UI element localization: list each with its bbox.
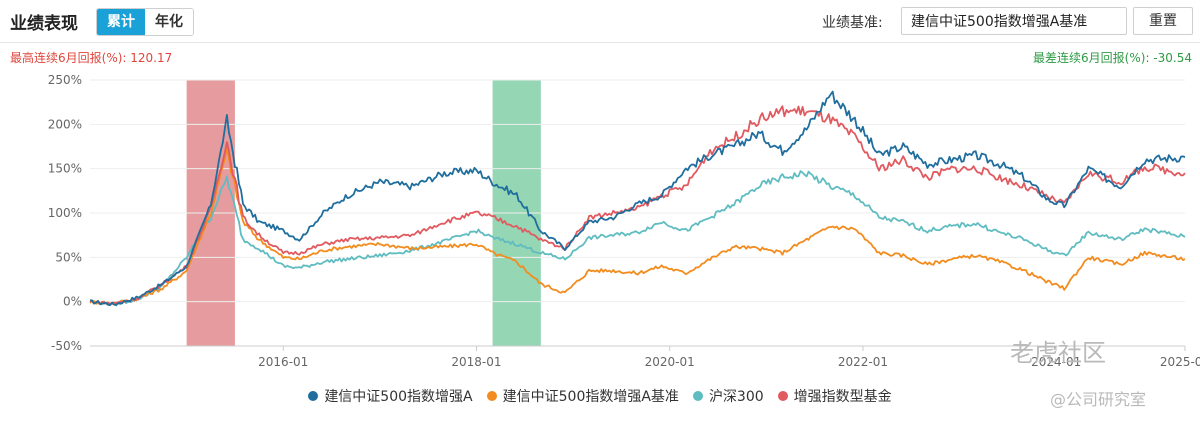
series-line-2 xyxy=(89,170,1186,307)
x-tick-label: 2016-01 xyxy=(258,355,308,369)
legend-label-csi300: 沪深300 xyxy=(708,389,764,405)
reset-button[interactable]: 重置 xyxy=(1133,7,1193,35)
performance-header: 业绩表现 累计 年化 业绩基准: 建信中证500指数增强A基准 重置 xyxy=(0,0,1200,43)
view-tabs: 累计 年化 xyxy=(96,8,194,36)
x-tick-label: 2022-01 xyxy=(838,355,888,369)
best-6m-return: 最高连续6月回报(%): 120.17 xyxy=(10,51,173,65)
legend-dot-csi300 xyxy=(692,391,703,401)
y-tick-label: 150% xyxy=(48,162,82,176)
y-tick-label: -50% xyxy=(51,339,82,353)
legend-label-enhanced: 增强指数型基金 xyxy=(793,389,892,405)
legend-label-fund: 建信中证500指数增强A xyxy=(324,389,473,405)
legend-dot-enhanced xyxy=(777,391,788,401)
x-tick-label: 2024-01 xyxy=(1031,355,1081,369)
benchmark-label: 业绩基准: xyxy=(822,15,883,31)
worst-6m-return: 最差连续6月回报(%): -30.54 xyxy=(1033,51,1192,65)
y-tick-label: 50% xyxy=(55,250,82,264)
legend-item-csi300[interactable]: 沪深300 xyxy=(692,385,764,407)
section-title: 业绩表现 xyxy=(10,14,78,34)
x-tick-label: 2020-01 xyxy=(645,355,695,369)
y-tick-label: 250% xyxy=(48,73,82,87)
legend-dot-benchmark xyxy=(486,391,497,401)
x-tick-label: 2018-01 xyxy=(451,355,501,369)
performance-chart: 250% 200% 150% 100% 50% 0% -50% 2016-01 2018-01 2… xyxy=(48,73,1200,369)
x-tick-label: 2025-05 xyxy=(1160,355,1200,369)
legend-label-benchmark: 建信中证500指数增强A基准 xyxy=(502,389,679,405)
legend-item-fund[interactable]: 建信中证500指数增强A xyxy=(308,385,473,407)
legend-item-benchmark[interactable]: 建信中证500指数增强A基准 xyxy=(486,385,679,407)
y-tick-label: 0% xyxy=(63,295,82,309)
benchmark-select[interactable]: 建信中证500指数增强A基准 xyxy=(901,7,1127,35)
y-tick-label: 100% xyxy=(48,206,82,220)
series-line-0 xyxy=(89,90,1186,307)
y-tick-label: 200% xyxy=(48,117,82,131)
watermark-brand: 老虎社区 xyxy=(1010,339,1106,367)
tab-cumulative[interactable]: 累计 xyxy=(97,9,145,35)
series-line-1 xyxy=(89,147,1186,306)
tab-annualized[interactable]: 年化 xyxy=(145,9,193,35)
chart-legend: 建信中证500指数增强A 建信中证500指数增强A基准 沪深300 增强指数型基… xyxy=(0,385,1200,407)
series-line-3 xyxy=(89,105,1186,305)
legend-item-enhanced[interactable]: 增强指数型基金 xyxy=(777,385,892,407)
legend-dot-fund xyxy=(308,391,319,401)
watermark-sub: @公司研究室 xyxy=(1050,390,1147,409)
